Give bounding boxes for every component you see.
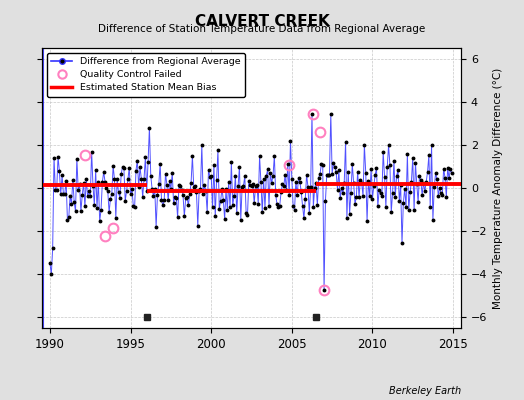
Text: Difference of Station Temperature Data from Regional Average: Difference of Station Temperature Data f… (99, 24, 425, 34)
Y-axis label: Monthly Temperature Anomaly Difference (°C): Monthly Temperature Anomaly Difference (… (493, 67, 503, 309)
Text: Berkeley Earth: Berkeley Earth (389, 386, 461, 396)
Text: CALVERT CREEK: CALVERT CREEK (194, 14, 330, 29)
